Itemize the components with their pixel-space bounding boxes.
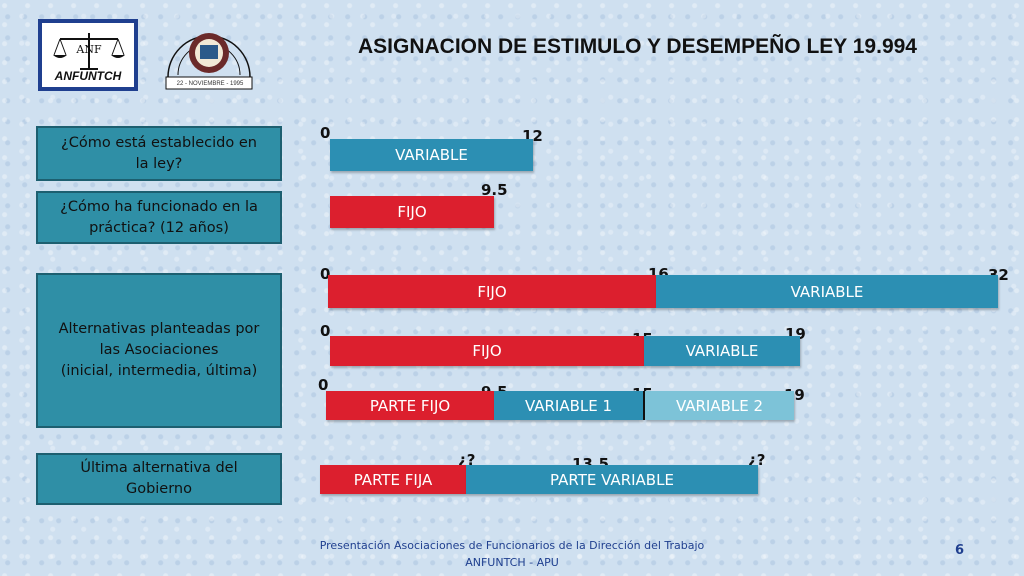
footer-line2: ANFUNTCH - APU (465, 556, 559, 569)
svg-text:ANF: ANF (75, 43, 102, 56)
row2-end-value: 9.5 (481, 181, 508, 199)
row6-start-value: ¿? (458, 451, 476, 469)
row5-variable2-bar: VARIABLE 2 (645, 391, 794, 420)
question-practice-line2: práctica? (12 años) (89, 219, 229, 236)
row6-parte-variable-bar: PARTE VARIABLE (466, 465, 758, 494)
question-alternatives-line2: las Asociaciones (99, 342, 219, 358)
footer-line1: Presentación Asociaciones de Funcionario… (319, 539, 705, 552)
question-alternatives-line3: (inicial, intermedia, última) (60, 363, 258, 379)
association-seal-logo: 22 - NOVIEMBRE - 1995 (160, 15, 258, 97)
question-box-law: ¿Cómo está establecido en la ley? (36, 126, 282, 181)
row5-divider (643, 391, 645, 420)
row2-fijo-bar: FIJO (330, 196, 494, 228)
row5-variable1-bar: VARIABLE 1 (494, 391, 643, 420)
question-box-government: Última alternativa del Gobierno (36, 453, 282, 505)
question-practice-line1: ¿Cómo ha funcionado en la (60, 198, 258, 215)
row3-fijo-bar: FIJO (328, 275, 656, 308)
seal-date: 22 - NOVIEMBRE - 1995 (176, 81, 244, 87)
row4-variable-bar: VARIABLE (644, 336, 800, 366)
scales-of-justice-icon: ANF (53, 33, 125, 70)
question-box-practice: ¿Cómo ha funcionado en la práctica? (12 … (36, 191, 282, 244)
seal-emblem-icon (165, 33, 253, 90)
question-alternatives-line1: Alternativas planteadas por (58, 321, 260, 337)
question-box-alternatives: Alternativas planteadas por las Asociaci… (36, 273, 282, 428)
question-law-line2: la ley? (135, 155, 183, 172)
row6-parte-fija-bar: PARTE FIJA (320, 465, 466, 494)
row1-start-value: 0 (320, 124, 331, 142)
row6-end-value: ¿? (748, 451, 766, 469)
row5-start-value: 0 (318, 376, 329, 394)
row4-start-value: 0 (320, 322, 331, 340)
question-government-line2: Gobierno (125, 481, 192, 497)
row5-parte-fijo-bar: PARTE FIJO (326, 391, 494, 420)
row3-start-value: 0 (320, 265, 331, 283)
row1-variable-bar: VARIABLE (330, 139, 533, 171)
anfuntch-logo-text: ANFUNTCH (54, 69, 122, 83)
page-title: ASIGNACION DE ESTIMULO Y DESEMPEÑO LEY 1… (358, 35, 917, 58)
row3-variable-bar: VARIABLE (656, 275, 998, 308)
anfuntch-logo: ANF ANFUNTCH (38, 19, 138, 91)
question-law-line1: ¿Cómo está establecido en (61, 134, 257, 151)
page-number: 6 (955, 543, 965, 558)
row4-fijo-bar: FIJO (330, 336, 644, 366)
question-government-line1: Última alternativa del (80, 460, 238, 476)
